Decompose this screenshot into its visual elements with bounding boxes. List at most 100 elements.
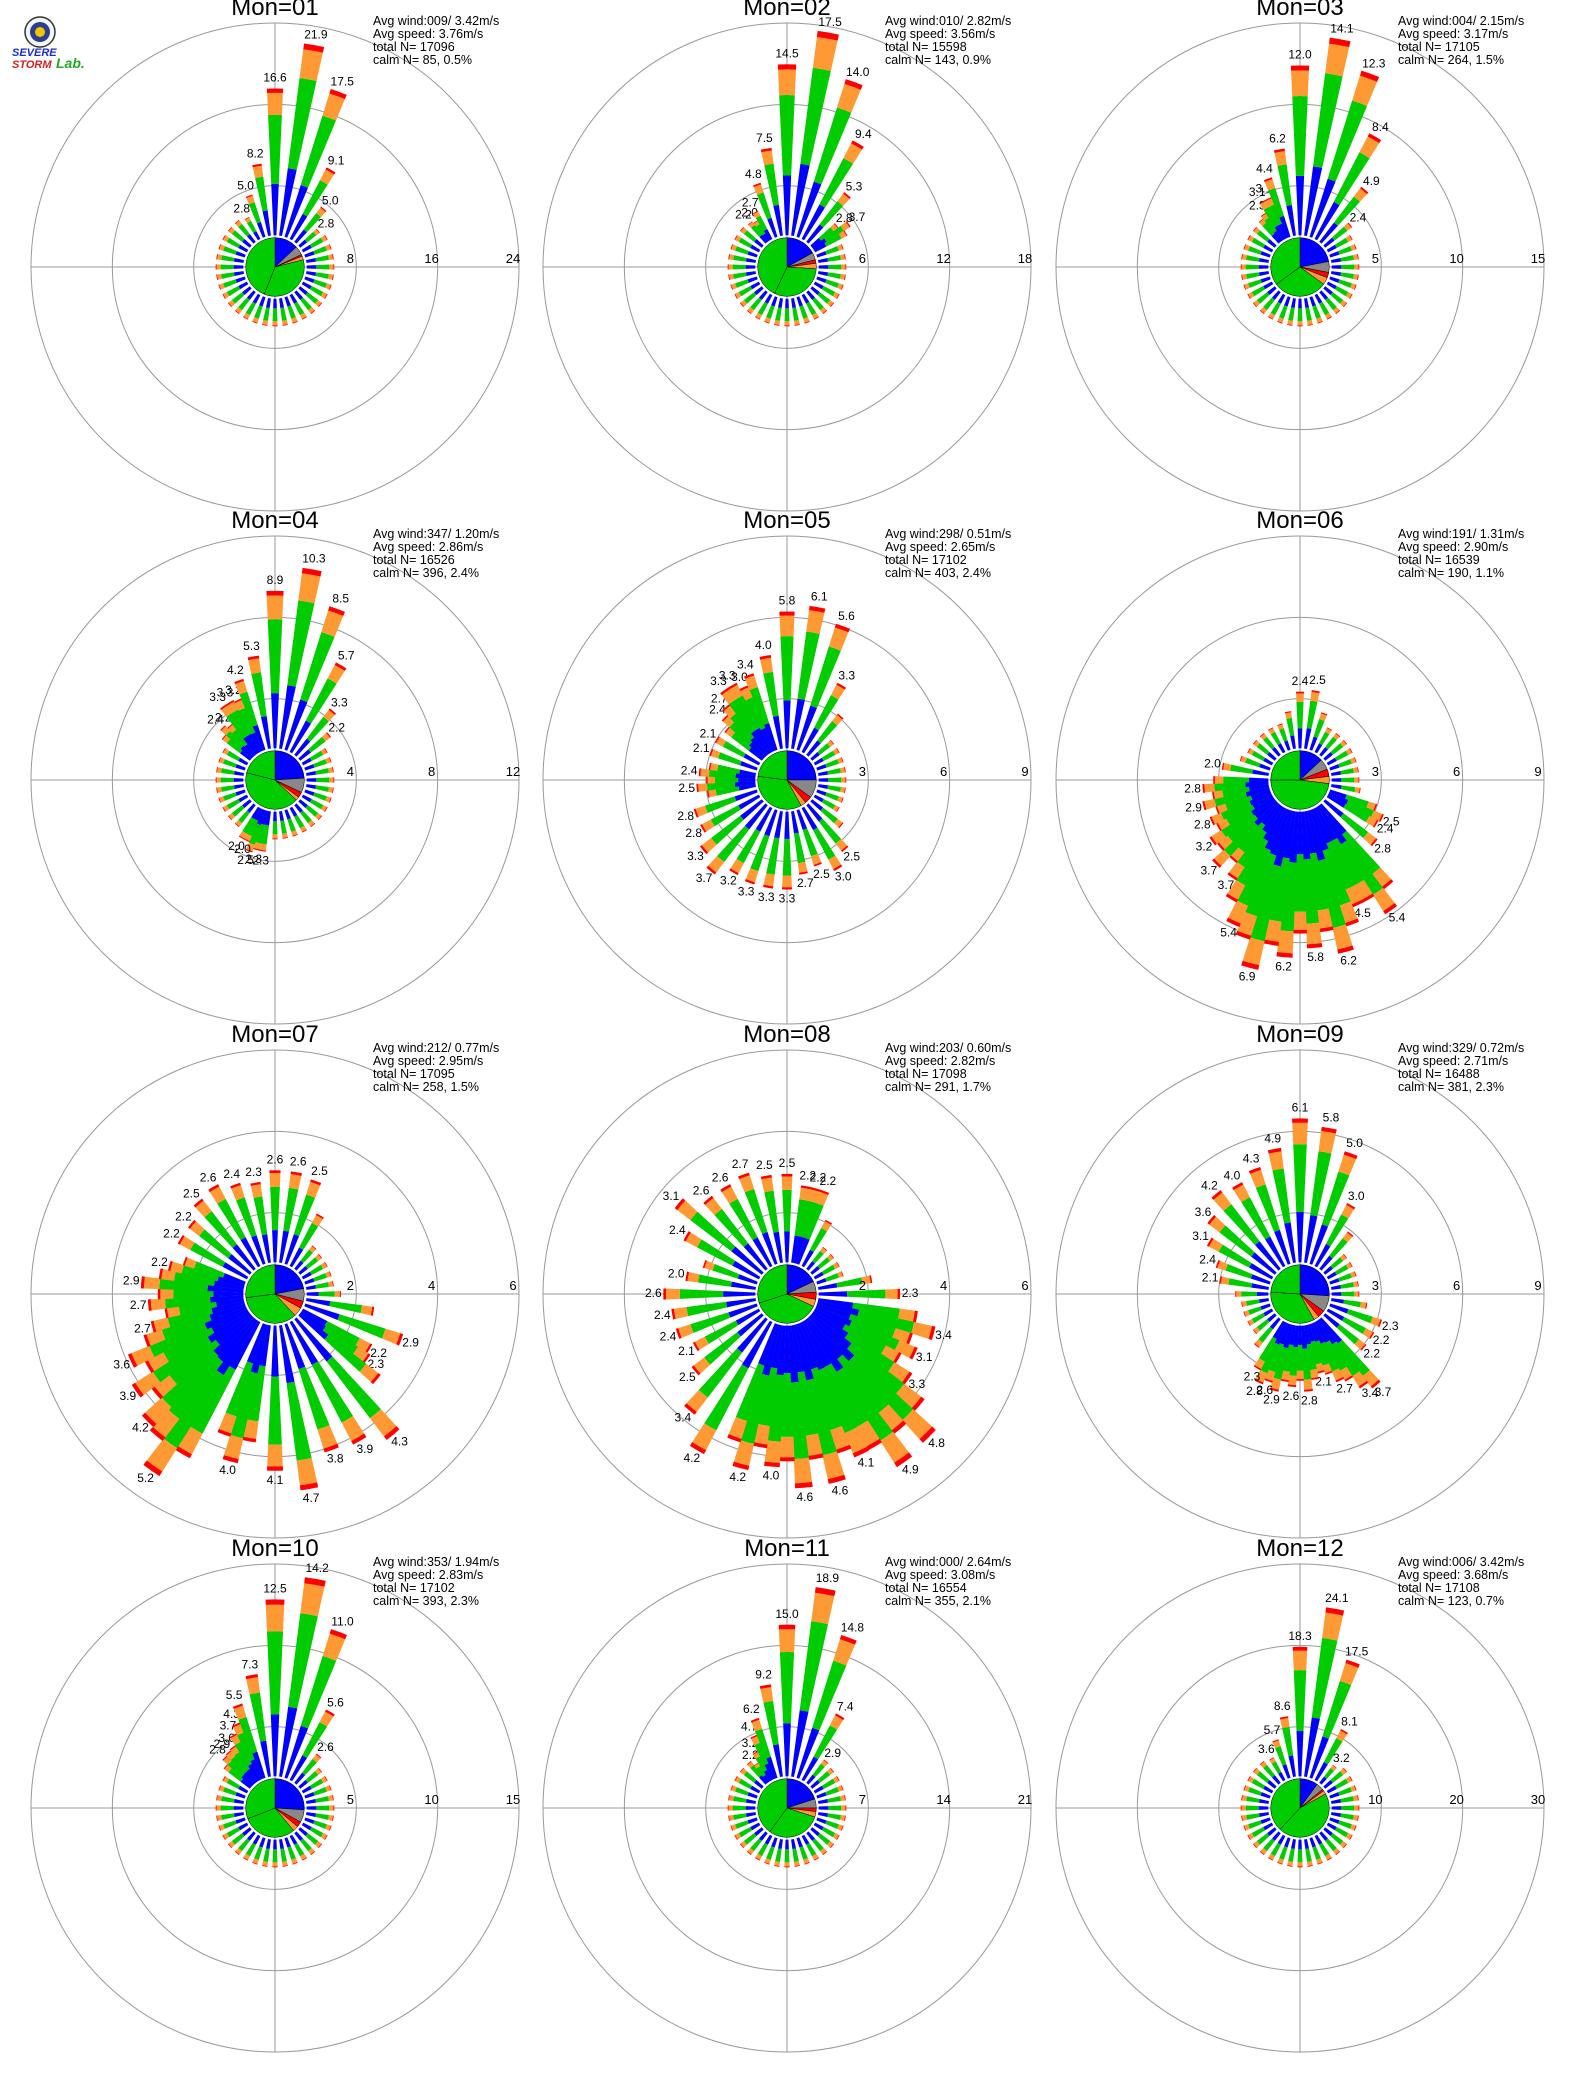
petal-segment xyxy=(226,750,241,761)
petal-segment xyxy=(1264,217,1277,233)
petal-segment xyxy=(241,1774,254,1787)
petal-segment xyxy=(1287,1375,1297,1386)
petal-segment xyxy=(221,1813,235,1820)
petal-segment xyxy=(844,767,846,773)
petal-segment xyxy=(1340,840,1384,895)
petal-value-label: 17.5 xyxy=(331,75,355,89)
petal-segment xyxy=(149,1426,166,1441)
petal-segment xyxy=(248,202,261,224)
petal-segment xyxy=(731,283,737,290)
petal-segment xyxy=(1342,1316,1366,1335)
petal-segment xyxy=(1241,264,1246,270)
petal-segment xyxy=(267,1444,283,1467)
info-avg-speed: Avg speed: 2.71m/s xyxy=(1398,1054,1508,1068)
petal-segment xyxy=(767,217,778,238)
petal-segment xyxy=(1334,196,1360,226)
petal-segment xyxy=(1267,1779,1277,1789)
petal-segment xyxy=(254,305,263,319)
petal-segment xyxy=(781,1173,793,1177)
petal-segment xyxy=(818,1291,848,1297)
petal-segment xyxy=(744,675,758,691)
petal-segment xyxy=(1341,777,1355,783)
petal-segment xyxy=(808,1315,855,1362)
petal-segment xyxy=(1304,1838,1310,1850)
petal-segment xyxy=(1330,292,1344,304)
petal-segment xyxy=(1256,230,1270,242)
petal-segment xyxy=(766,1846,775,1860)
petal-segment xyxy=(262,1861,269,1867)
petal-segment xyxy=(1238,822,1266,853)
petal-segment xyxy=(1268,728,1275,735)
petal-segment xyxy=(698,768,702,777)
petal-segment xyxy=(329,89,347,100)
petal-segment xyxy=(1314,806,1338,842)
petal-segment xyxy=(813,281,824,290)
petal-segment xyxy=(1248,1776,1255,1783)
petal-segment xyxy=(306,1806,317,1810)
petal-segment xyxy=(844,274,846,280)
petal-segment xyxy=(329,1301,363,1314)
petal-segment xyxy=(1272,1168,1291,1224)
petal-segment xyxy=(216,767,222,774)
petal-segment xyxy=(747,1792,758,1799)
petal-segment xyxy=(253,231,261,241)
petal-segment xyxy=(686,1301,728,1317)
petal-segment xyxy=(1296,811,1304,855)
petal-value-label: 2.6 xyxy=(1256,1383,1273,1397)
info-avg-speed: Avg speed: 2.86m/s xyxy=(373,540,483,554)
petal-segment xyxy=(325,1785,331,1792)
petal-segment xyxy=(281,1861,288,1867)
petal-segment xyxy=(1326,1857,1332,1861)
petal-segment xyxy=(836,1367,894,1441)
petal-segment xyxy=(328,708,336,715)
radial-tick-label: 10 xyxy=(1449,251,1463,266)
petal-segment xyxy=(1352,75,1378,106)
petal-segment xyxy=(1359,70,1380,82)
petal-segment xyxy=(305,770,317,776)
petal-segment xyxy=(1288,1755,1296,1778)
petal-segment xyxy=(1271,233,1281,244)
petal-value-label: 3.3 xyxy=(908,1377,925,1391)
petal-value-label: 2.4 xyxy=(681,764,698,778)
petal-segment xyxy=(869,1275,873,1284)
petal-segment xyxy=(816,764,827,771)
petal-segment xyxy=(260,1740,271,1778)
radial-tick-label: 5 xyxy=(347,1792,354,1807)
petal-segment xyxy=(279,1706,298,1778)
petal-segment xyxy=(1366,801,1376,811)
petal-segment xyxy=(1235,930,1252,940)
petal-value-label: 5.6 xyxy=(327,1695,344,1709)
calm-pie-slice xyxy=(274,750,305,781)
petal-value-label: 5.5 xyxy=(226,1688,243,1702)
petal-segment xyxy=(1260,733,1267,740)
info-total-n: total N= 17102 xyxy=(373,1581,455,1595)
petal-segment xyxy=(204,1306,247,1330)
petal-segment xyxy=(796,181,822,238)
petal-segment xyxy=(825,246,839,255)
petal-segment xyxy=(1372,887,1395,912)
petal-segment xyxy=(764,320,770,324)
petal-segment xyxy=(1360,1343,1367,1351)
petal-segment xyxy=(1358,264,1360,270)
petal-segment xyxy=(748,221,755,228)
petal-segment xyxy=(821,1264,836,1275)
petal-segment xyxy=(298,799,308,809)
petal-segment xyxy=(238,297,250,311)
petal-segment xyxy=(226,712,248,739)
petal-segment xyxy=(745,1812,757,1818)
petal-segment xyxy=(1314,293,1323,304)
petal-segment xyxy=(820,307,827,314)
petal-segment xyxy=(734,235,738,241)
petal-segment xyxy=(783,1723,791,1777)
petal-segment xyxy=(311,1245,317,1250)
panel-title: Mon=09 xyxy=(1256,1021,1343,1048)
petal-segment xyxy=(1304,166,1323,237)
petal-segment xyxy=(284,809,291,820)
petal-segment xyxy=(1322,1612,1344,1641)
info-total-n: total N= 17095 xyxy=(373,1067,455,1081)
petal-segment xyxy=(1312,305,1321,319)
petal-segment xyxy=(1304,1388,1313,1392)
petal-segment xyxy=(251,672,267,718)
petal-segment xyxy=(209,1295,244,1303)
info-avg-speed: Avg speed: 2.83m/s xyxy=(373,1568,483,1582)
